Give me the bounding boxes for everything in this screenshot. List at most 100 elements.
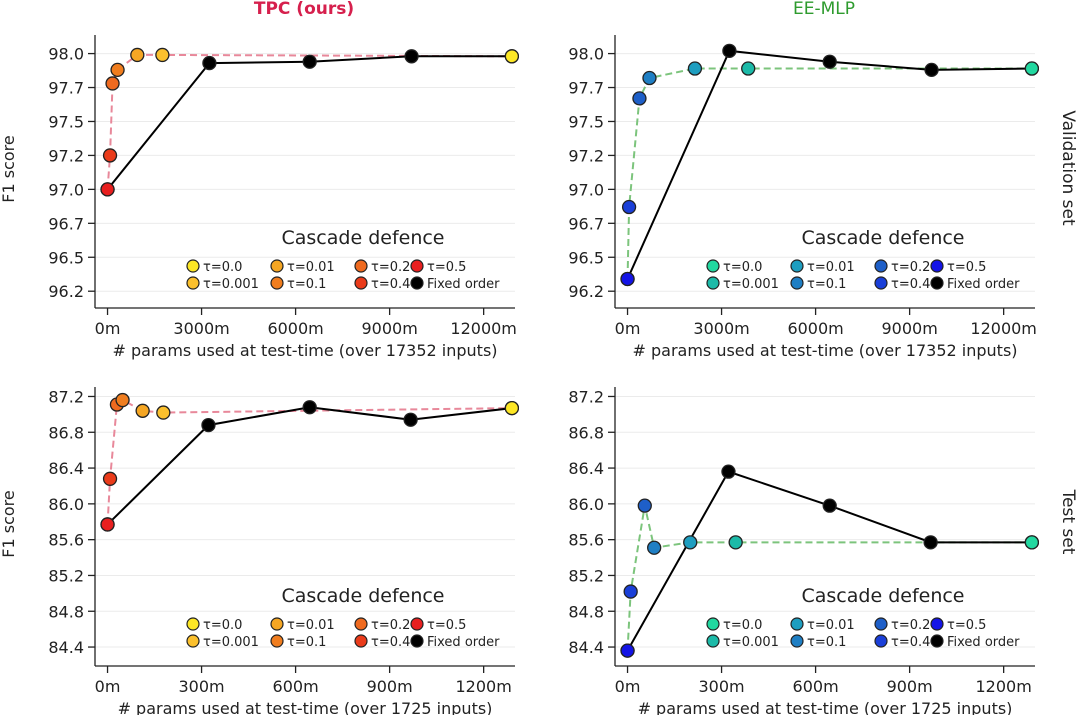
panel-eemlp-validation: 96.2 96.5 96.7 97.0 97.2 97.5 97.7 98.0 0m 3000m 6… bbox=[568, 35, 1040, 360]
y-tick-label: 96.7 bbox=[568, 214, 604, 233]
cascade-point bbox=[632, 91, 647, 106]
legend-label: τ=0.01 bbox=[807, 260, 855, 275]
panel-tpc-test: 84.4 84.8 85.2 85.6 86.0 86.4 86.8 87.2 0m 300m 60… bbox=[0, 387, 520, 715]
cascade-point bbox=[687, 61, 703, 76]
fixed-order-point bbox=[924, 62, 939, 78]
cascade-point bbox=[102, 148, 118, 163]
x-tick-label: 600m bbox=[793, 677, 839, 696]
x-tick-label: 3000m bbox=[693, 319, 749, 338]
legend-label: τ=0.001 bbox=[723, 277, 779, 292]
cascade-point bbox=[100, 517, 115, 532]
cascade-point bbox=[155, 47, 170, 63]
cascade-point bbox=[620, 643, 635, 658]
x-tick-label: 300m bbox=[699, 677, 745, 696]
x-tick-label: 1200m bbox=[456, 677, 512, 696]
legend-label: τ=0.1 bbox=[287, 635, 326, 650]
y-tick-label: 87.2 bbox=[568, 387, 604, 406]
legend-label: τ=0.4 bbox=[371, 635, 410, 650]
legend-marker bbox=[354, 634, 368, 648]
legend-marker bbox=[930, 617, 944, 631]
cascade-line bbox=[106, 398, 512, 525]
legend-label: Fixed order bbox=[427, 277, 500, 292]
fixed-order-line bbox=[106, 55, 512, 190]
legend-marker bbox=[790, 259, 804, 273]
legend-title: Cascade defence bbox=[282, 585, 445, 607]
cascade-point bbox=[504, 400, 520, 416]
row-label-test: Test set bbox=[1058, 489, 1078, 555]
y-tick-label: 86.8 bbox=[568, 423, 604, 442]
cascade-point bbox=[637, 498, 652, 513]
y-tick-label: 84.4 bbox=[568, 638, 604, 657]
legend-title: Cascade defence bbox=[282, 227, 445, 249]
legend-marker bbox=[874, 259, 888, 273]
cascade-line bbox=[106, 53, 512, 190]
legend-marker bbox=[410, 617, 424, 631]
legend-label: τ=0.0 bbox=[723, 618, 762, 633]
cascade-point bbox=[647, 540, 662, 555]
cascade-point bbox=[504, 49, 520, 64]
fixed-order-point bbox=[722, 43, 737, 59]
y-tick-label: 96.2 bbox=[568, 282, 604, 301]
legend-label: τ=0.01 bbox=[807, 618, 855, 633]
x-tick-label: 0m bbox=[95, 677, 121, 696]
y-tick-label: 86.0 bbox=[568, 495, 604, 514]
legend-label: τ=0.1 bbox=[807, 277, 846, 292]
x-tick-label: 900m bbox=[887, 677, 933, 696]
y-tick-label: 97.5 bbox=[48, 112, 84, 131]
cascade-point bbox=[1024, 61, 1040, 76]
legend-label: τ=0.0 bbox=[723, 260, 762, 275]
y-tick-label: 96.2 bbox=[48, 282, 84, 301]
x-axis-label: # params used at test-time (over 1725 in… bbox=[118, 699, 493, 715]
x-tick-label: 300m bbox=[179, 677, 225, 696]
cascade-point bbox=[621, 199, 637, 215]
y-tick-label: 98.0 bbox=[48, 45, 84, 64]
legend-label: τ=0.2 bbox=[371, 618, 410, 633]
fixed-order-point bbox=[202, 55, 217, 71]
legend-marker bbox=[790, 276, 804, 290]
legend-marker bbox=[354, 617, 368, 631]
y-tick-label: 96.7 bbox=[48, 214, 84, 233]
y-tick-label: 85.6 bbox=[48, 531, 84, 550]
y-axis-label: F1 score bbox=[0, 135, 18, 202]
y-tick-label: 87.2 bbox=[48, 387, 84, 406]
cascade-point bbox=[683, 535, 698, 550]
legend-marker bbox=[706, 259, 720, 273]
legend-marker bbox=[270, 617, 284, 631]
legend-label: τ=0.1 bbox=[807, 635, 846, 650]
legend-label: τ=0.2 bbox=[891, 260, 930, 275]
legend-label: τ=0.5 bbox=[427, 618, 466, 633]
legend-marker bbox=[186, 634, 200, 648]
legend-label: τ=0.0 bbox=[203, 618, 242, 633]
y-tick-label: 85.2 bbox=[48, 566, 84, 585]
fixed-order-point bbox=[404, 49, 419, 64]
fixed-order-line bbox=[106, 406, 512, 526]
legend-marker bbox=[930, 259, 944, 273]
x-axis-label: # params used at test-time (over 1725 in… bbox=[638, 699, 1013, 715]
legend-marker bbox=[930, 634, 944, 648]
y-tick-label: 84.8 bbox=[48, 602, 84, 621]
y-axis-label: F1 score bbox=[0, 490, 18, 557]
x-axis-label: # params used at test-time (over 17352 i… bbox=[632, 341, 1017, 360]
legend-label: Fixed order bbox=[947, 635, 1020, 650]
fixed-order-point bbox=[302, 400, 317, 415]
legend-marker bbox=[354, 276, 368, 290]
legend-label: τ=0.0 bbox=[203, 260, 242, 275]
col-title-eemlp: EE-MLP bbox=[793, 0, 855, 19]
legend-label: τ=0.5 bbox=[947, 260, 986, 275]
cascade-point bbox=[620, 271, 635, 287]
y-tick-label: 98.0 bbox=[568, 45, 604, 64]
legend-marker bbox=[270, 259, 284, 273]
x-tick-label: 600m bbox=[273, 677, 319, 696]
fixed-order-point bbox=[721, 464, 736, 479]
legend-label: τ=0.1 bbox=[287, 277, 326, 292]
legend-marker bbox=[354, 259, 368, 273]
legend-marker bbox=[270, 276, 284, 290]
legend-marker bbox=[930, 276, 944, 290]
legend-label: τ=0.2 bbox=[371, 260, 410, 275]
legend-marker bbox=[874, 617, 888, 631]
y-tick-label: 97.5 bbox=[568, 112, 604, 131]
legend-label: τ=0.5 bbox=[947, 618, 986, 633]
legend-label: τ=0.01 bbox=[287, 618, 335, 633]
y-tick-label: 96.5 bbox=[48, 248, 84, 267]
legend-marker bbox=[186, 259, 200, 273]
